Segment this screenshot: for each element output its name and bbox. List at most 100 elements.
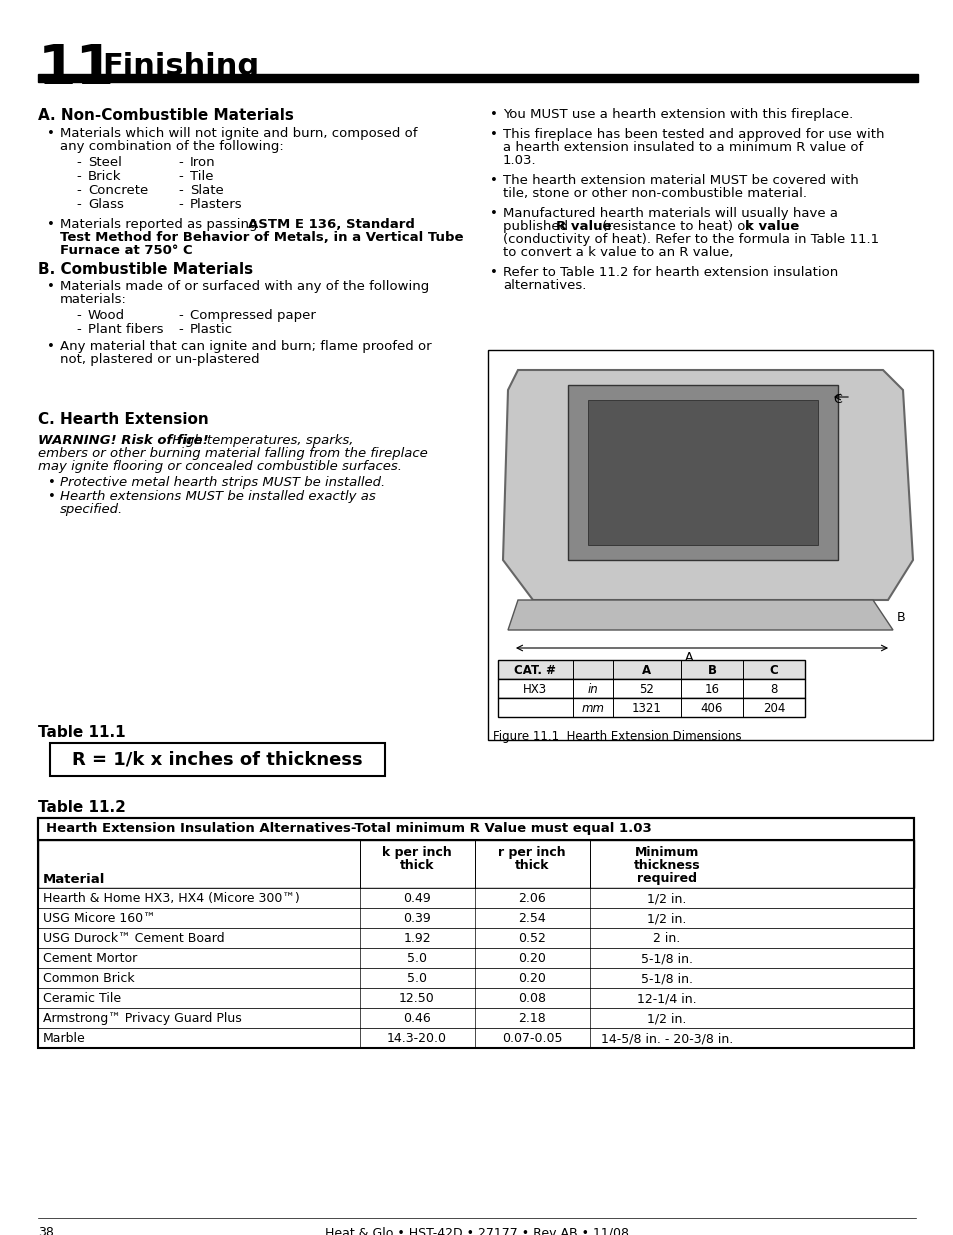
Bar	[38, 988, 913, 1008]
Text: 0.49: 0.49	[403, 892, 431, 905]
Bar	[497, 698, 804, 718]
Text: •: •	[47, 280, 55, 293]
Bar	[38, 818, 913, 840]
Text: Concrete: Concrete	[88, 184, 148, 198]
Text: -: -	[76, 156, 81, 169]
Text: Brick: Brick	[88, 170, 121, 183]
Text: A: A	[684, 651, 693, 664]
Bar	[38, 74, 917, 82]
Text: CAT. #: CAT. #	[514, 664, 556, 677]
Text: 204: 204	[762, 701, 784, 715]
Text: •: •	[47, 340, 55, 353]
Text: 1.03.: 1.03.	[502, 154, 536, 167]
Text: (conductivity of heat). Refer to the formula in Table 11.1: (conductivity of heat). Refer to the for…	[502, 233, 879, 246]
Text: Protective metal hearth strips MUST be installed.: Protective metal hearth strips MUST be i…	[60, 475, 385, 489]
Bar	[587, 400, 817, 545]
Text: USG Micore 160™: USG Micore 160™	[43, 911, 155, 925]
Text: 5-1/8 in.: 5-1/8 in.	[640, 952, 692, 965]
Text: You MUST use a hearth extension with this fireplace.: You MUST use a hearth extension with thi…	[502, 107, 852, 121]
Text: -: -	[178, 198, 183, 211]
Text: C. Hearth Extension: C. Hearth Extension	[38, 412, 209, 427]
Text: Plasters: Plasters	[190, 198, 242, 211]
Bar	[38, 888, 913, 908]
Text: C: C	[832, 393, 841, 406]
Text: WARNING! Risk of fire!: WARNING! Risk of fire!	[38, 433, 209, 447]
Text: k per inch: k per inch	[382, 846, 452, 860]
Text: -: -	[178, 170, 183, 183]
Text: 1/2 in.: 1/2 in.	[647, 1011, 686, 1025]
Text: 0.39: 0.39	[403, 911, 431, 925]
Text: •: •	[47, 219, 55, 231]
Text: Materials reported as passing: Materials reported as passing	[60, 219, 261, 231]
Bar	[38, 840, 913, 888]
Text: materials:: materials:	[60, 293, 127, 306]
Text: Table 11.2: Table 11.2	[38, 800, 126, 815]
Bar	[38, 1028, 913, 1049]
Bar	[488, 350, 932, 740]
Text: 5.0: 5.0	[407, 972, 427, 986]
Text: •: •	[490, 128, 497, 141]
Text: -: -	[178, 324, 183, 336]
Text: a hearth extension insulated to a minimum R value of: a hearth extension insulated to a minimu…	[502, 141, 862, 154]
Text: k value: k value	[744, 220, 799, 233]
Text: 16: 16	[703, 683, 719, 697]
Polygon shape	[502, 370, 912, 600]
Text: •: •	[490, 207, 497, 220]
Text: Ceramic Tile: Ceramic Tile	[43, 992, 121, 1005]
Bar	[38, 818, 913, 1049]
Text: Refer to Table 11.2 for hearth extension insulation: Refer to Table 11.2 for hearth extension…	[502, 266, 838, 279]
Text: Any material that can ignite and burn; flame proofed or: Any material that can ignite and burn; f…	[60, 340, 431, 353]
Bar	[567, 385, 837, 559]
Text: specified.: specified.	[60, 503, 123, 516]
Text: 1.92: 1.92	[403, 932, 431, 945]
Bar	[497, 659, 804, 679]
Text: The hearth extension material MUST be covered with: The hearth extension material MUST be co…	[502, 174, 858, 186]
Text: High temperatures, sparks,: High temperatures, sparks,	[168, 433, 354, 447]
Bar	[497, 679, 804, 698]
Text: Slate: Slate	[190, 184, 224, 198]
Text: 8: 8	[769, 683, 777, 697]
Bar	[38, 1008, 913, 1028]
Text: 0.46: 0.46	[403, 1011, 431, 1025]
Polygon shape	[507, 600, 892, 630]
Text: 14-5/8 in. - 20-3/8 in.: 14-5/8 in. - 20-3/8 in.	[600, 1032, 732, 1045]
Text: Wood: Wood	[88, 309, 125, 322]
Text: Plastic: Plastic	[190, 324, 233, 336]
Text: (resistance to heat) or: (resistance to heat) or	[598, 220, 755, 233]
Text: -: -	[178, 309, 183, 322]
Text: in: in	[587, 683, 598, 697]
Text: 1/2 in.: 1/2 in.	[647, 911, 686, 925]
Text: R value: R value	[556, 220, 611, 233]
Text: •: •	[47, 490, 55, 503]
Text: 2.18: 2.18	[517, 1011, 545, 1025]
Text: alternatives.: alternatives.	[502, 279, 586, 291]
Text: thick: thick	[515, 860, 549, 872]
Text: 0.20: 0.20	[517, 952, 545, 965]
Text: Marble: Marble	[43, 1032, 86, 1045]
Text: •: •	[490, 266, 497, 279]
Text: to convert a k value to an R value,: to convert a k value to an R value,	[502, 246, 733, 259]
Text: This fireplace has been tested and approved for use with: This fireplace has been tested and appro…	[502, 128, 883, 141]
Text: 1/2 in.: 1/2 in.	[647, 892, 686, 905]
Text: Table 11.1: Table 11.1	[38, 725, 126, 740]
Text: Cement Mortor: Cement Mortor	[43, 952, 137, 965]
Text: A: A	[641, 664, 651, 677]
Text: Material: Material	[43, 873, 105, 885]
Text: Test Method for Behavior of Metals, in a Vertical Tube: Test Method for Behavior of Metals, in a…	[60, 231, 463, 245]
Text: •: •	[490, 107, 497, 121]
Text: Tile: Tile	[190, 170, 213, 183]
Text: USG Durock™ Cement Board: USG Durock™ Cement Board	[43, 932, 224, 945]
Text: B: B	[707, 664, 716, 677]
Text: 5.0: 5.0	[407, 952, 427, 965]
Text: 11: 11	[38, 42, 115, 96]
Text: Finishing: Finishing	[102, 52, 259, 82]
Text: R = 1/k x inches of thickness: R = 1/k x inches of thickness	[71, 751, 362, 769]
Text: Hearth Extension Insulation Alternatives-Total minimum R Value must equal 1.03: Hearth Extension Insulation Alternatives…	[46, 823, 651, 835]
Bar	[38, 927, 913, 948]
Text: -: -	[76, 184, 81, 198]
Text: HX3: HX3	[522, 683, 546, 697]
Text: 2 in.: 2 in.	[653, 932, 679, 945]
Text: Compressed paper: Compressed paper	[190, 309, 315, 322]
Text: -: -	[76, 324, 81, 336]
Text: Steel: Steel	[88, 156, 122, 169]
